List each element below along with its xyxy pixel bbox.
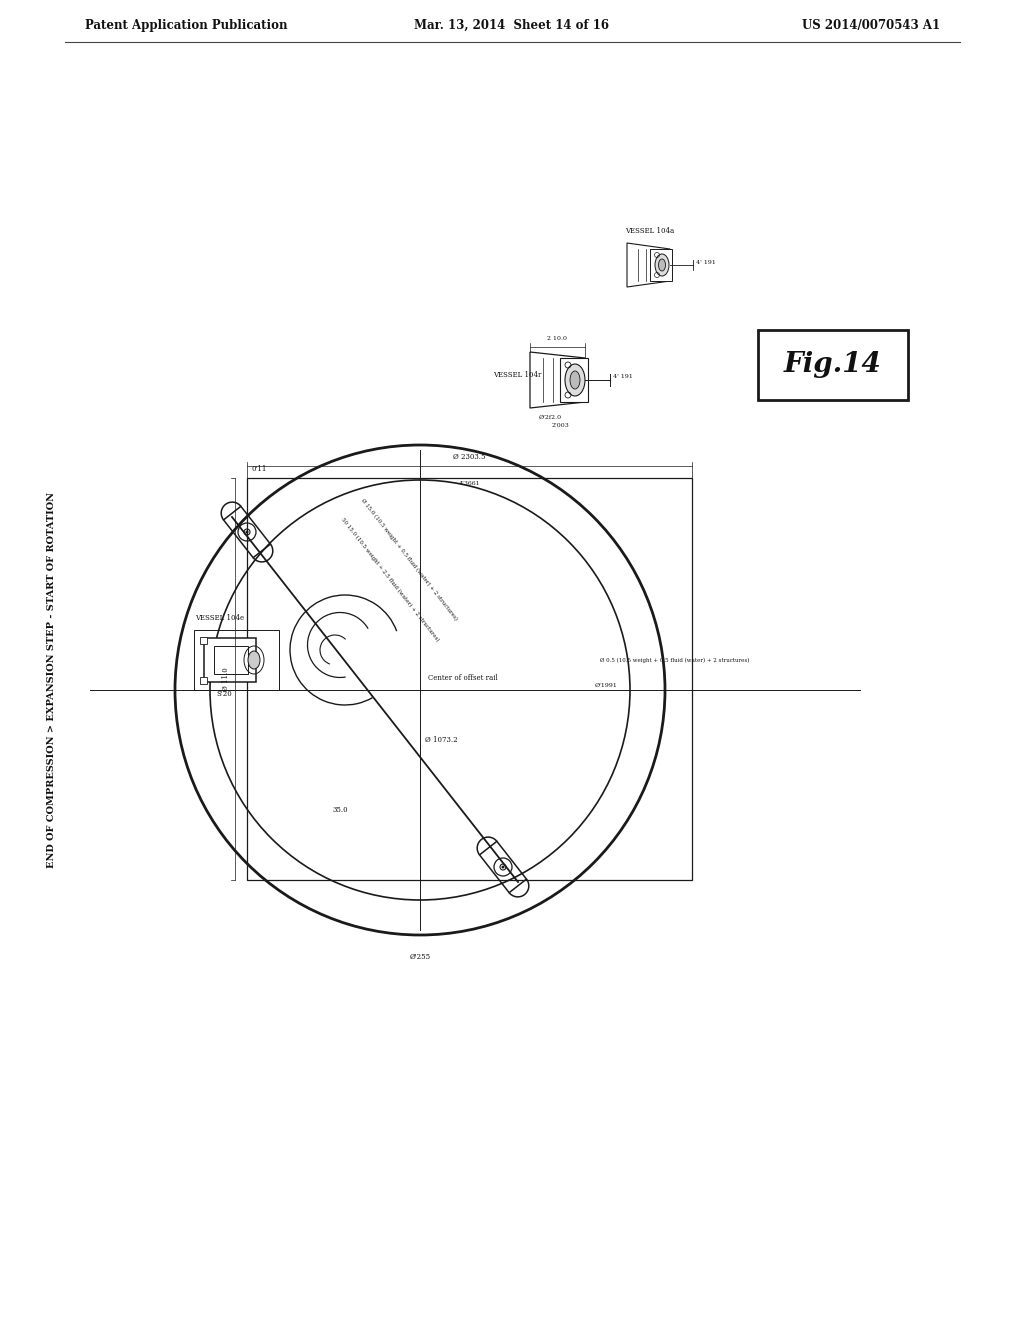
Text: Mar. 13, 2014  Sheet 14 of 16: Mar. 13, 2014 Sheet 14 of 16 [415,18,609,32]
Ellipse shape [248,651,260,669]
Text: 35.0: 35.0 [332,807,348,814]
Ellipse shape [570,371,580,389]
Polygon shape [530,352,585,408]
Text: US 2014/0070543 A1: US 2014/0070543 A1 [802,18,940,32]
Text: 0'11: 0'11 [252,465,267,473]
Text: VESSEL 104r: VESSEL 104r [493,371,542,379]
Bar [650,249,672,281]
Text: Ø 11.0: Ø 11.0 [222,667,230,690]
Bar [200,638,207,644]
Text: S'20: S'20 [216,690,231,698]
Polygon shape [627,243,670,286]
Text: Fig.14: Fig.14 [784,351,882,379]
Ellipse shape [658,259,666,271]
Circle shape [502,866,505,869]
Text: 4' 191: 4' 191 [696,260,716,265]
Text: Ø 15.0 (10.5 weight + 0.5 fluid (water) + 2 structures): Ø 15.0 (10.5 weight + 0.5 fluid (water) … [360,498,459,622]
Text: Center of offset rail: Center of offset rail [428,675,498,682]
Bar [247,478,692,880]
Text: Ø 2303.5: Ø 2303.5 [454,453,485,461]
Text: VESSEL 104e: VESSEL 104e [196,614,245,622]
Ellipse shape [655,253,669,276]
Text: VESSEL 104a: VESSEL 104a [626,227,675,235]
Bar [204,638,256,682]
Text: 4'3661: 4'3661 [459,480,480,486]
Text: Ø 1073.2: Ø 1073.2 [425,737,458,744]
Bar [200,677,207,684]
Text: Ø'255: Ø'255 [410,953,430,961]
Ellipse shape [565,364,585,396]
Text: 2 10.0: 2 10.0 [547,337,567,341]
Text: Ø'1991: Ø'1991 [595,682,617,688]
Circle shape [246,531,249,533]
Text: Ø'2f2.0: Ø'2f2.0 [539,414,561,420]
Bar [758,330,908,400]
Bar [560,358,588,403]
Text: 4' 191: 4' 191 [613,375,633,380]
Text: 2'003: 2'003 [551,422,569,428]
Text: END OF COMPRESSION > EXPANSION STEP - START OF ROTATION: END OF COMPRESSION > EXPANSION STEP - ST… [47,492,56,869]
Text: Ø 0.5 (10.5 weight + 0.5 fluid (water) + 2 structures): Ø 0.5 (10.5 weight + 0.5 fluid (water) +… [600,657,750,663]
Text: Patent Application Publication: Patent Application Publication [85,18,288,32]
Text: 50 15.0 (10.5 weight + 2.5 fluid (water) + 2 structures): 50 15.0 (10.5 weight + 2.5 fluid (water)… [340,517,440,643]
Bar [194,630,279,690]
Bar [214,645,248,675]
